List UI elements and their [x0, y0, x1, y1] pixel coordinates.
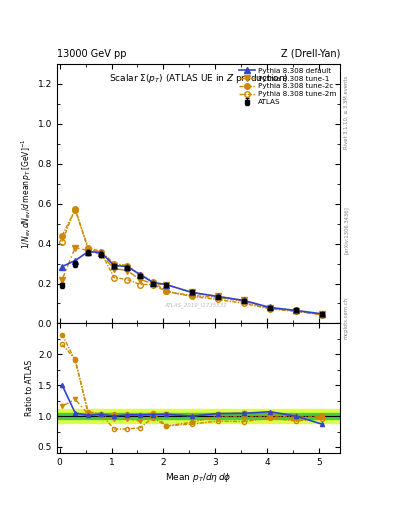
- Line: Pythia 8.308 default: Pythia 8.308 default: [59, 249, 325, 316]
- Text: Z (Drell-Yan): Z (Drell-Yan): [281, 49, 340, 59]
- Pythia 8.308 tune-1: [60, 276, 64, 283]
- X-axis label: Mean $p_T/d\eta\,d\phi$: Mean $p_T/d\eta\,d\phi$: [165, 471, 232, 484]
- Pythia 8.308 tune-2c: [216, 294, 220, 301]
- Pythia 8.308 tune-1: [294, 308, 298, 314]
- Pythia 8.308 tune-2m: [86, 246, 90, 252]
- Pythia 8.308 tune-2m: [125, 276, 129, 283]
- Pythia 8.308 tune-2m: [99, 249, 103, 255]
- Pythia 8.308 tune-2c: [268, 305, 272, 311]
- Pythia 8.308 tune-1: [73, 245, 77, 251]
- Pythia 8.308 tune-2c: [163, 288, 168, 294]
- Text: mcplots.cern.ch: mcplots.cern.ch: [344, 296, 349, 338]
- Pythia 8.308 tune-2c: [151, 279, 155, 285]
- Pythia 8.308 default: [320, 311, 324, 317]
- Pythia 8.308 tune-2c: [112, 261, 116, 267]
- Text: Scalar $\Sigma(p_T)$ (ATLAS UE in $Z$ production): Scalar $\Sigma(p_T)$ (ATLAS UE in $Z$ pr…: [109, 72, 288, 85]
- Pythia 8.308 tune-2c: [294, 307, 298, 313]
- Pythia 8.308 default: [138, 271, 142, 278]
- Pythia 8.308 tune-2m: [138, 282, 142, 288]
- Y-axis label: Ratio to ATLAS: Ratio to ATLAS: [25, 360, 33, 416]
- Pythia 8.308 default: [86, 248, 90, 254]
- Pythia 8.308 tune-2c: [189, 292, 194, 298]
- Pythia 8.308 tune-1: [138, 276, 142, 283]
- Pythia 8.308 default: [268, 304, 272, 310]
- Pythia 8.308 default: [189, 289, 194, 295]
- Pythia 8.308 tune-1: [151, 281, 155, 287]
- Pythia 8.308 tune-1: [242, 297, 246, 304]
- Pythia 8.308 tune-2m: [60, 239, 64, 245]
- Pythia 8.308 tune-2m: [73, 206, 77, 212]
- Pythia 8.308 tune-2c: [73, 207, 77, 213]
- Text: [arXiv:1306.3436]: [arXiv:1306.3436]: [344, 206, 349, 254]
- Pythia 8.308 tune-2m: [112, 274, 116, 281]
- Pythia 8.308 tune-2m: [294, 308, 298, 314]
- Pythia 8.308 tune-2m: [216, 296, 220, 303]
- Pythia 8.308 tune-1: [163, 282, 168, 288]
- Pythia 8.308 tune-1: [320, 311, 324, 317]
- Y-axis label: $1/N_{\rm ev}\,dN_{\rm ev}/d\,{\rm mean}\,p_T\,[\rm GeV]^{-1}$: $1/N_{\rm ev}\,dN_{\rm ev}/d\,{\rm mean}…: [19, 138, 33, 249]
- Text: 13000 GeV pp: 13000 GeV pp: [57, 49, 127, 59]
- Pythia 8.308 default: [151, 280, 155, 286]
- Pythia 8.308 tune-2m: [268, 306, 272, 312]
- Pythia 8.308 tune-1: [125, 267, 129, 273]
- Pythia 8.308 tune-2c: [60, 232, 64, 239]
- Text: Rivet 3.1.10, ≥ 3.3M events: Rivet 3.1.10, ≥ 3.3M events: [344, 76, 349, 150]
- Pythia 8.308 tune-1: [189, 289, 194, 295]
- Line: Pythia 8.308 tune-2m: Pythia 8.308 tune-2m: [59, 206, 325, 317]
- Pythia 8.308 tune-2m: [320, 312, 324, 318]
- Pythia 8.308 tune-1: [86, 247, 90, 253]
- Legend: Pythia 8.308 default, Pythia 8.308 tune-1, Pythia 8.308 tune-2c, Pythia 8.308 tu: Pythia 8.308 default, Pythia 8.308 tune-…: [238, 66, 338, 106]
- Pythia 8.308 default: [73, 258, 77, 264]
- Text: ATLAS_2019_I1735531: ATLAS_2019_I1735531: [165, 302, 227, 308]
- Pythia 8.308 default: [60, 264, 64, 270]
- Pythia 8.308 tune-2c: [99, 248, 103, 254]
- Pythia 8.308 tune-2c: [86, 245, 90, 251]
- Pythia 8.308 tune-2m: [163, 288, 168, 294]
- Pythia 8.308 default: [294, 307, 298, 313]
- Pythia 8.308 default: [242, 297, 246, 304]
- Pythia 8.308 tune-2c: [320, 311, 324, 317]
- Pythia 8.308 tune-2c: [125, 263, 129, 269]
- Pythia 8.308 tune-1: [216, 293, 220, 300]
- Pythia 8.308 tune-1: [268, 305, 272, 311]
- Line: Pythia 8.308 tune-1: Pythia 8.308 tune-1: [59, 245, 325, 317]
- Pythia 8.308 tune-2c: [242, 298, 246, 305]
- Pythia 8.308 tune-2m: [189, 293, 194, 300]
- Pythia 8.308 default: [112, 263, 116, 269]
- Pythia 8.308 default: [99, 249, 103, 255]
- Pythia 8.308 default: [216, 293, 220, 300]
- Pythia 8.308 default: [125, 264, 129, 270]
- Pythia 8.308 tune-2m: [242, 301, 246, 307]
- Pythia 8.308 tune-2m: [151, 282, 155, 288]
- Line: Pythia 8.308 tune-2c: Pythia 8.308 tune-2c: [59, 207, 325, 317]
- Pythia 8.308 tune-2c: [138, 271, 142, 278]
- Pythia 8.308 tune-1: [99, 251, 103, 258]
- Pythia 8.308 default: [163, 282, 168, 288]
- Pythia 8.308 tune-1: [112, 265, 116, 271]
